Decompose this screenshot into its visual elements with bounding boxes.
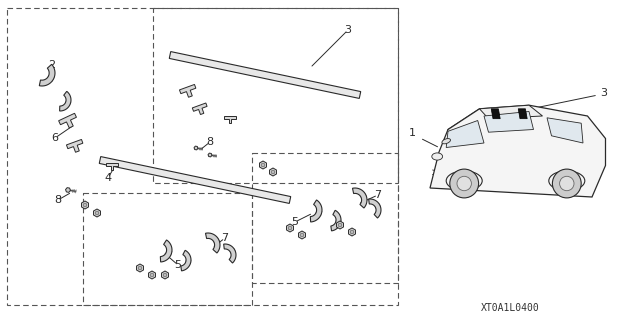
Polygon shape (331, 210, 341, 231)
Text: XT0A1L0400: XT0A1L0400 (481, 303, 540, 313)
Polygon shape (369, 199, 381, 218)
Polygon shape (547, 118, 583, 143)
Circle shape (261, 163, 265, 167)
Polygon shape (337, 221, 344, 229)
Text: 2: 2 (49, 60, 56, 70)
Circle shape (457, 176, 472, 191)
Polygon shape (225, 116, 236, 123)
Circle shape (552, 169, 581, 198)
Text: 5: 5 (175, 260, 182, 270)
Ellipse shape (432, 153, 443, 160)
Polygon shape (430, 105, 605, 197)
Polygon shape (484, 112, 534, 132)
Polygon shape (269, 168, 276, 176)
Polygon shape (81, 201, 88, 209)
Polygon shape (518, 109, 527, 119)
Polygon shape (39, 64, 55, 86)
Polygon shape (205, 233, 220, 253)
Circle shape (163, 273, 167, 277)
Ellipse shape (548, 171, 585, 191)
Polygon shape (59, 113, 76, 128)
Polygon shape (181, 250, 191, 271)
Ellipse shape (446, 171, 482, 191)
Circle shape (83, 203, 87, 207)
Polygon shape (208, 153, 212, 157)
Text: 5: 5 (291, 217, 298, 227)
Polygon shape (99, 157, 291, 204)
Polygon shape (492, 109, 500, 119)
Polygon shape (136, 264, 143, 272)
Polygon shape (67, 139, 83, 152)
Polygon shape (310, 200, 322, 222)
Ellipse shape (442, 138, 451, 144)
Text: 7: 7 (374, 190, 381, 200)
Polygon shape (161, 271, 168, 279)
Polygon shape (353, 188, 367, 208)
Text: 1: 1 (408, 128, 415, 138)
Circle shape (271, 170, 275, 174)
Text: 3: 3 (344, 25, 351, 35)
Polygon shape (148, 271, 156, 279)
Polygon shape (161, 240, 172, 262)
Text: 8: 8 (54, 195, 61, 205)
Circle shape (150, 273, 154, 277)
Polygon shape (60, 91, 71, 111)
Polygon shape (169, 52, 361, 99)
Polygon shape (192, 103, 207, 115)
Text: 4: 4 (104, 173, 111, 183)
Circle shape (350, 230, 354, 234)
Circle shape (338, 223, 342, 227)
Polygon shape (179, 85, 196, 97)
Polygon shape (106, 163, 118, 170)
Polygon shape (260, 161, 266, 169)
Circle shape (559, 176, 574, 191)
Polygon shape (349, 228, 355, 236)
Text: 7: 7 (221, 233, 228, 243)
Polygon shape (65, 188, 70, 192)
Text: 2: 2 (536, 185, 543, 195)
Polygon shape (223, 244, 236, 263)
Polygon shape (93, 209, 100, 217)
Polygon shape (479, 105, 543, 119)
Polygon shape (194, 146, 198, 150)
Text: 8: 8 (207, 137, 214, 147)
Polygon shape (298, 231, 305, 239)
Circle shape (450, 169, 479, 198)
Circle shape (288, 226, 292, 230)
Polygon shape (287, 224, 294, 232)
Circle shape (300, 233, 304, 237)
Polygon shape (446, 121, 484, 147)
Circle shape (95, 211, 99, 215)
Text: 6: 6 (51, 133, 58, 143)
Circle shape (138, 266, 142, 270)
Text: 3: 3 (600, 88, 607, 98)
